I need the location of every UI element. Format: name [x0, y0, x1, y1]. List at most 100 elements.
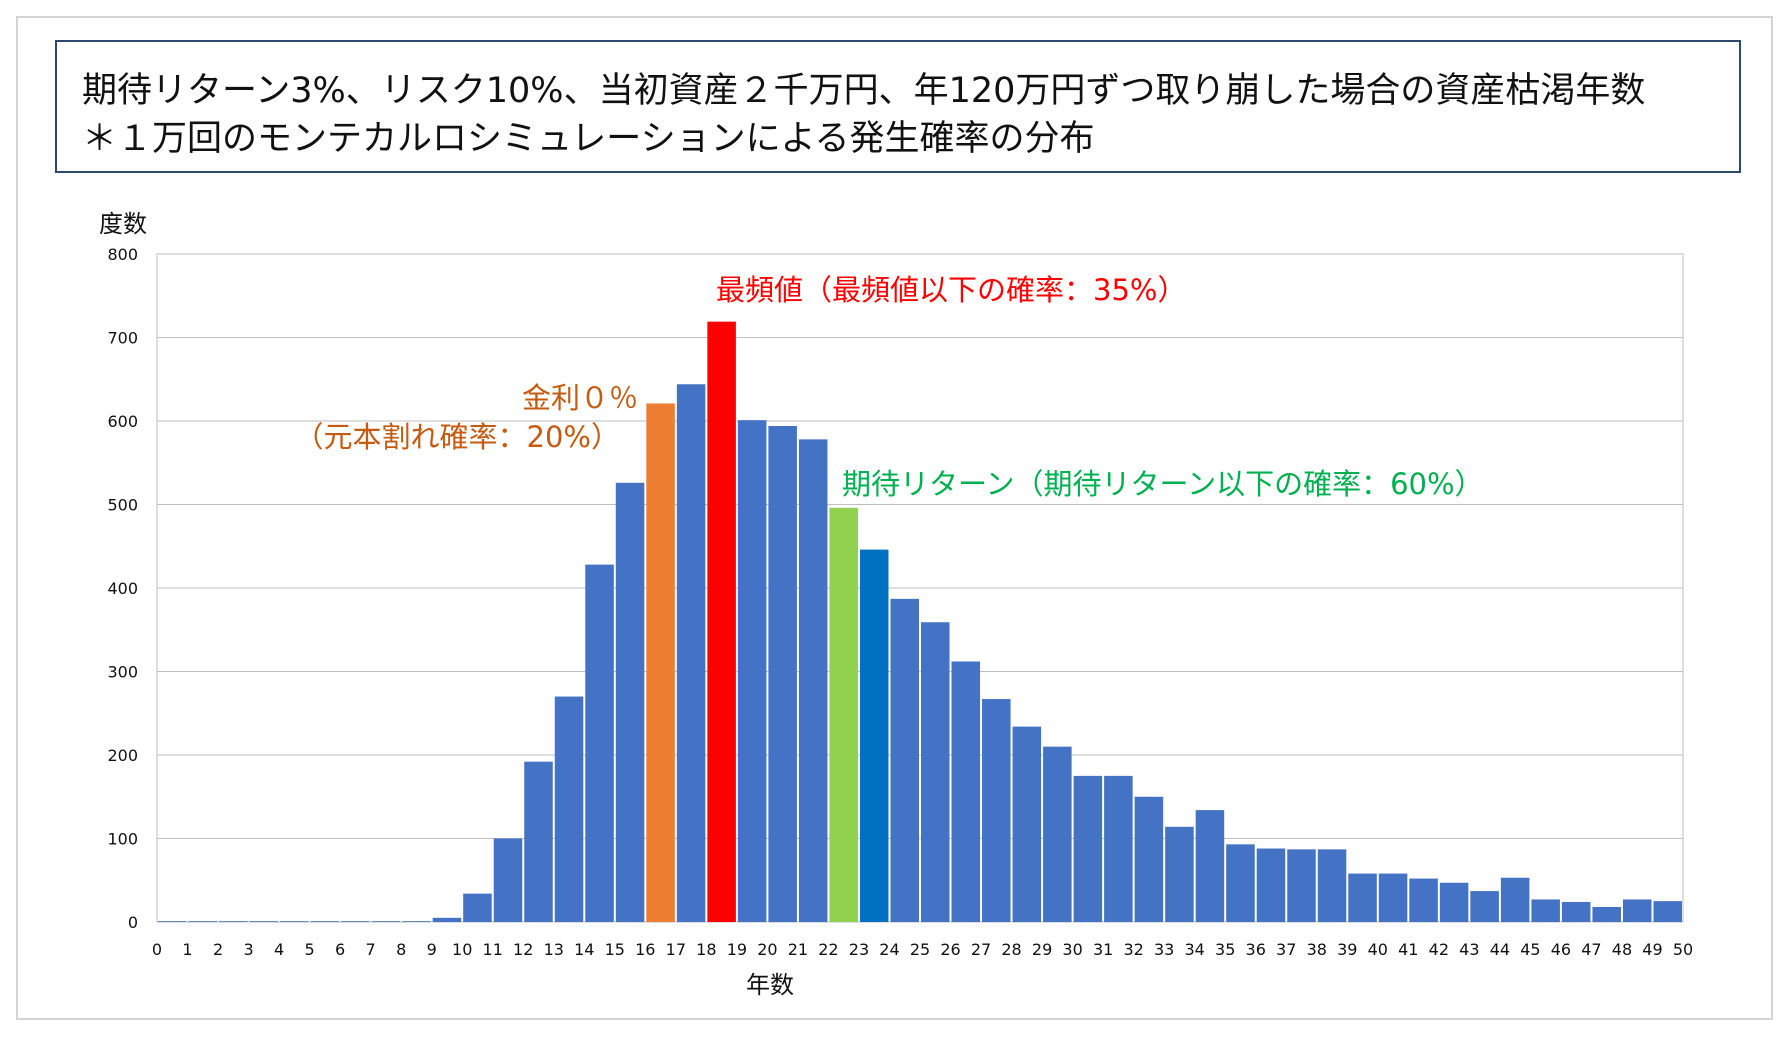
bar-8	[402, 921, 431, 922]
y-tick-label: 500	[107, 496, 138, 515]
bar-0	[158, 921, 187, 922]
y-tick-label: 200	[107, 746, 138, 765]
bar-45	[1531, 899, 1560, 922]
x-tick-label: 37	[1276, 940, 1296, 959]
x-tick-label: 10	[452, 940, 472, 959]
bar-27	[982, 699, 1011, 922]
x-tick-label: 0	[152, 940, 162, 959]
x-tick-label: 31	[1093, 940, 1113, 959]
bar-25	[921, 622, 950, 922]
bar-35	[1226, 844, 1255, 922]
bar-33	[1165, 826, 1194, 922]
chart-title-line2: ＊１万回のモンテカルロシミュレーションによる発生確率の分布	[82, 119, 1095, 159]
bar-18	[707, 321, 736, 922]
x-tick-label: 19	[727, 940, 747, 959]
annotation-zero-rate-probability: （元本割れ確率：20%）	[295, 420, 620, 454]
bar-34	[1195, 810, 1225, 922]
x-tick-label: 49	[1642, 940, 1662, 959]
x-tick-label: 42	[1429, 940, 1449, 959]
annotation-mode: 最頻値（最頻値以下の確率：35%）	[716, 273, 1186, 307]
x-tick-label: 30	[1062, 940, 1082, 959]
bar-40	[1378, 873, 1408, 922]
chart-title-box: 期待リターン3%、リスク10%、当初資産２千万円、年120万円ずつ取り崩した場合…	[55, 40, 1741, 173]
bar-6	[341, 921, 370, 922]
x-tick-label: 2	[213, 940, 223, 959]
x-tick-label: 28	[1001, 940, 1021, 959]
bar-9	[432, 917, 462, 922]
x-tick-label: 46	[1551, 940, 1571, 959]
bar-2	[219, 921, 248, 922]
x-tick-label: 12	[513, 940, 533, 959]
bar-28	[1012, 726, 1042, 922]
x-tick-label: 32	[1123, 940, 1143, 959]
bar-15	[615, 482, 645, 922]
bar-12	[524, 761, 553, 922]
x-tick-label: 47	[1581, 940, 1601, 959]
bar-49	[1653, 901, 1682, 922]
x-tick-label: 6	[335, 940, 345, 959]
y-tick-label: 100	[107, 830, 138, 849]
x-tick-label: 21	[788, 940, 808, 959]
bar-1	[188, 921, 218, 922]
bar-29	[1043, 746, 1072, 922]
annotation-expected-return: 期待リターン（期待リターン以下の確率：60%）	[842, 467, 1484, 501]
x-tick-label: 16	[635, 940, 655, 959]
x-tick-label: 1	[182, 940, 192, 959]
x-tick-label: 22	[818, 940, 838, 959]
y-tick-label: 300	[107, 663, 138, 682]
bar-17	[676, 384, 706, 922]
x-tick-label: 20	[757, 940, 777, 959]
annotation-zero-rate-title: 金利０％	[522, 381, 638, 415]
y-tick-label: 800	[107, 245, 138, 264]
bar-47	[1592, 906, 1621, 922]
chart-title-line1: 期待リターン3%、リスク10%、当初資産２千万円、年120万円ずつ取り崩した場合…	[82, 71, 1646, 111]
y-tick-label: 600	[107, 412, 138, 431]
bar-37	[1287, 849, 1316, 922]
bar-41	[1409, 878, 1438, 922]
bar-19	[737, 420, 767, 922]
x-tick-label: 13	[544, 940, 564, 959]
bar-26	[951, 661, 981, 922]
x-tick-label: 4	[274, 940, 284, 959]
bar-3	[249, 921, 279, 922]
bar-7	[371, 921, 401, 922]
x-tick-label: 40	[1368, 940, 1388, 959]
y-axis-title: 度数	[99, 210, 147, 238]
bar-4	[280, 921, 309, 922]
bar-43	[1470, 891, 1499, 922]
bar-46	[1561, 901, 1591, 922]
bar-39	[1348, 873, 1377, 922]
bar-16	[646, 403, 675, 923]
y-tick-label: 400	[107, 579, 138, 598]
x-tick-label: 34	[1185, 940, 1205, 959]
x-tick-label: 39	[1337, 940, 1357, 959]
bar-20	[768, 426, 797, 922]
x-tick-label: 17	[666, 940, 686, 959]
x-tick-label: 9	[427, 940, 437, 959]
x-tick-label: 44	[1490, 940, 1510, 959]
x-tick-label: 24	[879, 940, 899, 959]
x-tick-label: 45	[1520, 940, 1540, 959]
bar-38	[1317, 849, 1347, 922]
bar-30	[1073, 775, 1103, 922]
x-tick-label: 8	[396, 940, 406, 959]
x-tick-label: 48	[1612, 940, 1632, 959]
x-tick-label: 43	[1459, 940, 1479, 959]
y-tick-label: 0	[128, 913, 138, 932]
x-tick-label: 33	[1154, 940, 1174, 959]
x-tick-label: 35	[1215, 940, 1235, 959]
x-tick-label: 27	[971, 940, 991, 959]
bar-36	[1256, 848, 1286, 922]
bar-31	[1104, 775, 1133, 922]
bar-22	[829, 507, 858, 922]
bar-24	[890, 598, 919, 922]
bar-21	[798, 439, 828, 922]
grid-lines	[156, 253, 1684, 923]
x-tick-label: 15	[605, 940, 625, 959]
bar-13	[554, 696, 584, 922]
bar-5	[310, 921, 340, 922]
x-tick-label: 7	[366, 940, 376, 959]
x-tick-label: 26	[940, 940, 960, 959]
